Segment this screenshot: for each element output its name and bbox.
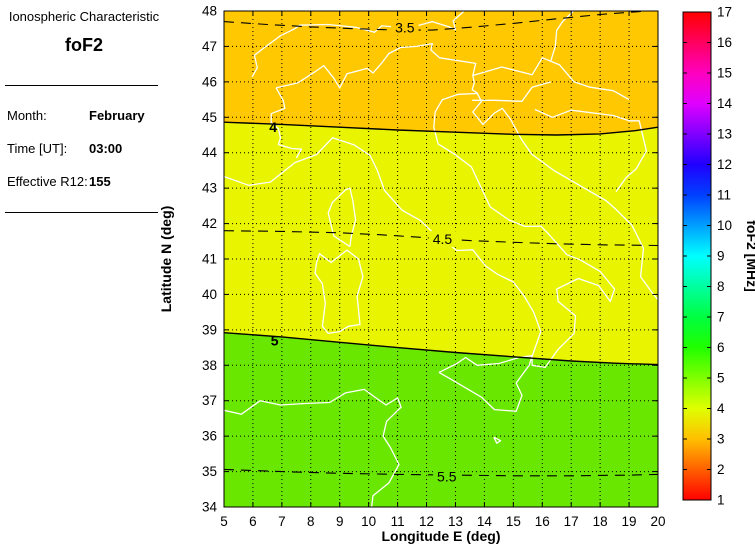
y-tick-label: 37: [202, 393, 217, 408]
colorbar-tick-label: 4: [717, 401, 725, 416]
border-path: [472, 81, 552, 102]
contour-label-5: 5: [271, 332, 279, 348]
colorbar-tick-label: 8: [717, 279, 725, 294]
y-tick-label: 39: [202, 322, 217, 337]
x-tick-label: 9: [336, 514, 344, 529]
contour-label-gap: [433, 468, 461, 485]
border-path: [534, 108, 648, 193]
colorbar-tick-label: 12: [717, 157, 732, 172]
y-tick-label: 34: [202, 500, 218, 515]
x-tick-label: 19: [622, 514, 637, 529]
month-label: Month:: [7, 108, 47, 123]
border-path: [270, 87, 303, 159]
y-tick-label: 46: [202, 74, 217, 89]
r12-value: 155: [89, 174, 111, 189]
colorbar-tick-label: 3: [717, 432, 725, 447]
border-path: [275, 42, 479, 95]
divider-bottom: [5, 212, 158, 213]
y-tick-label: 47: [202, 39, 217, 54]
x-tick-label: 20: [650, 514, 665, 529]
info-row-time: Time [UT]: 03:00: [7, 141, 177, 156]
border-path: [472, 57, 630, 101]
x-tick-label: 14: [477, 514, 493, 529]
time-label: Time [UT]:: [7, 141, 68, 156]
contour-label-4: 4: [269, 119, 277, 135]
info-panel: Ionospheric Characteristic foF2 Month: F…: [0, 0, 170, 300]
y-tick-label: 38: [202, 358, 217, 373]
colorbar-title: foF2 [MHz]: [744, 220, 755, 292]
y-tick-label: 43: [202, 181, 217, 196]
colorbar-tick-label: 6: [717, 340, 725, 355]
contour-line-4: [224, 121, 658, 136]
coastline-path: [224, 388, 402, 507]
panel-title: Ionospheric Characteristic: [8, 9, 160, 24]
colorbar-tick-label: 16: [717, 35, 732, 50]
y-tick-label: 42: [202, 216, 217, 231]
colorbar-tick-label: 10: [717, 218, 732, 233]
colorbar-tick-label: 14: [717, 96, 733, 111]
info-row-r12: Effective R12: 155: [7, 174, 177, 189]
characteristic-name: foF2: [65, 35, 103, 55]
y-tick-label: 41: [202, 252, 217, 267]
y-tick-label: 45: [202, 110, 217, 125]
month-value: February: [89, 108, 145, 123]
x-tick-label: 10: [361, 514, 376, 529]
contour-label-3.5: 3.5: [395, 20, 415, 36]
colorbar-tick-label: 7: [717, 310, 725, 325]
x-tick-label: 5: [220, 514, 228, 529]
y-tick-label: 44: [202, 145, 218, 160]
coastline-path: [224, 92, 616, 369]
colorbar-tick-label: 17: [717, 5, 732, 20]
contour-line-5: [224, 332, 658, 366]
contour-line-3.5: [224, 11, 656, 31]
map-band-3-4: [224, 11, 658, 135]
divider-top: [5, 85, 158, 86]
colorbar-tick-label: 15: [717, 66, 732, 81]
x-tick-label: 8: [307, 514, 315, 529]
x-tick-label: 16: [535, 514, 550, 529]
info-row-month: Month: February: [7, 108, 177, 123]
map-area: 3.5 4 4.5 5 5.5: [224, 11, 658, 507]
x-tick-label: 6: [249, 514, 257, 529]
r12-label: Effective R12:: [7, 174, 88, 189]
colorbar-gradient: [683, 12, 711, 500]
coastline-path: [314, 249, 364, 335]
x-tick-label: 17: [564, 514, 579, 529]
coastline-path: [472, 93, 658, 301]
contour-label-4.5: 4.5: [433, 231, 453, 247]
x-tick-label: 15: [506, 514, 521, 529]
coastline-path: [493, 436, 502, 444]
colorbar-tick-label: 9: [717, 249, 725, 264]
x-tick-label: 11: [391, 514, 405, 529]
y-tick-label: 40: [202, 287, 217, 302]
time-value: 03:00: [89, 141, 123, 156]
y-tick-label: 48: [202, 4, 217, 19]
colorbar-tick-label: 2: [717, 462, 725, 477]
x-tick-label: 12: [419, 514, 434, 529]
contour-label-gap: [428, 231, 457, 248]
x-axis-title: Longitude E (deg): [382, 528, 501, 544]
colorbar-tick-label: 1: [717, 493, 725, 508]
x-tick-label: 18: [593, 514, 608, 529]
y-tick-label: 35: [202, 464, 217, 479]
map-band-5-6: [224, 332, 658, 507]
coastline-path: [327, 187, 357, 248]
colorbar-tick-label: 11: [717, 188, 731, 203]
x-tick-label: 13: [448, 514, 463, 529]
border-path: [251, 11, 465, 78]
colorbar-tick-label: 13: [717, 127, 732, 142]
coastline-path: [438, 355, 533, 412]
contour-label-5.5: 5.5: [437, 469, 457, 485]
contour-label-gap: [391, 19, 419, 36]
colorbar-tick-label: 5: [717, 371, 725, 386]
contour-line-5.5: [224, 468, 658, 477]
y-tick-label: 36: [202, 429, 217, 444]
x-tick-label: 7: [278, 514, 286, 529]
y-axis-title: Latitude N (deg): [158, 206, 174, 313]
